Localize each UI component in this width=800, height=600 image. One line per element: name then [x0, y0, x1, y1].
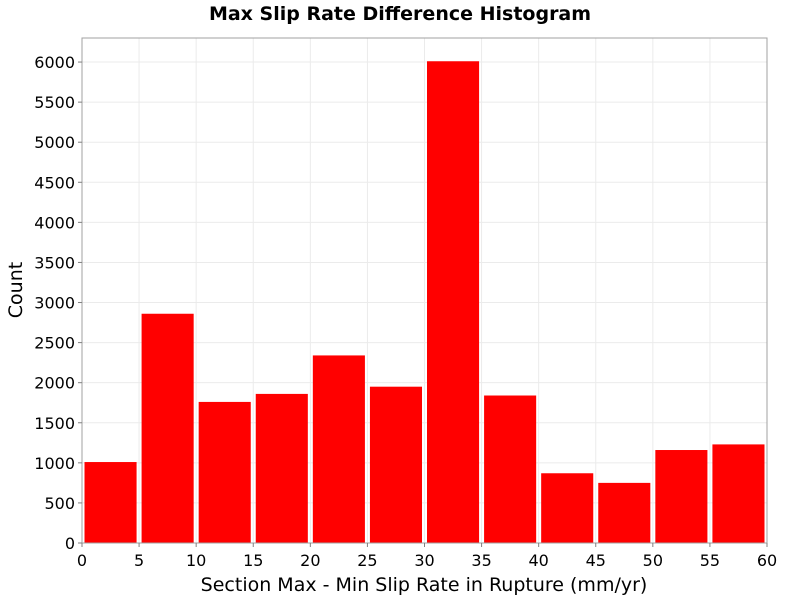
histogram-bar — [255, 393, 308, 543]
y-tick-label: 1000 — [34, 454, 75, 473]
y-tick-label: 4500 — [34, 173, 75, 192]
histogram-bar — [598, 482, 651, 543]
x-axis-label: Section Max - Min Slip Rate in Rupture (… — [201, 574, 648, 596]
y-axis-ticks: 0 500 1000 1500 2000 2500 3000 3500 4000 4500 5000… — [34, 53, 82, 553]
histogram-bar — [141, 313, 194, 543]
x-tick-label: 10 — [186, 551, 206, 570]
x-tick-label: 25 — [357, 551, 377, 570]
y-axis-label: Count — [5, 262, 27, 318]
x-tick-label: 5 — [134, 551, 144, 570]
histogram-bar — [198, 401, 251, 543]
histogram-bar — [484, 395, 537, 543]
y-tick-label: 2500 — [34, 334, 75, 353]
histogram-bar — [84, 462, 137, 543]
y-tick-label: 5000 — [34, 133, 75, 152]
x-tick-label: 60 — [757, 551, 777, 570]
x-tick-label: 35 — [471, 551, 491, 570]
bars — [84, 61, 765, 543]
chart-title: Max Slip Rate Difference Histogram — [209, 3, 591, 25]
x-tick-label: 30 — [414, 551, 434, 570]
y-tick-label: 3000 — [34, 294, 75, 313]
x-tick-label: 45 — [586, 551, 606, 570]
histogram-bar — [712, 444, 765, 543]
x-tick-label: 50 — [643, 551, 663, 570]
y-tick-label: 0 — [65, 534, 75, 553]
x-tick-label: 0 — [77, 551, 87, 570]
x-tick-label: 40 — [528, 551, 548, 570]
histogram-bar — [655, 450, 708, 543]
x-tick-label: 15 — [243, 551, 263, 570]
y-tick-label: 5500 — [34, 93, 75, 112]
x-axis-ticks: 0 5 10 15 20 25 30 35 40 45 50 55 60 — [77, 543, 777, 570]
y-tick-label: 1500 — [34, 414, 75, 433]
histogram-bar — [427, 61, 480, 543]
histogram-bar — [369, 386, 422, 543]
histogram-bar — [541, 473, 594, 543]
y-tick-label: 2000 — [34, 374, 75, 393]
grid-lines — [82, 38, 767, 543]
y-tick-label: 4000 — [34, 213, 75, 232]
x-tick-label: 55 — [700, 551, 720, 570]
y-tick-label: 500 — [44, 494, 75, 513]
histogram-bar — [312, 355, 365, 543]
x-tick-label: 20 — [300, 551, 320, 570]
y-tick-label: 6000 — [34, 53, 75, 72]
y-tick-label: 3500 — [34, 253, 75, 272]
